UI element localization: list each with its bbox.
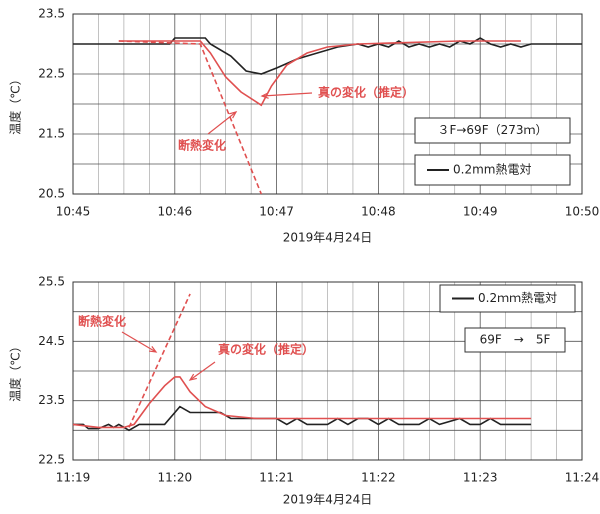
x-tick-label: 10:50: [565, 205, 600, 219]
x-tick-label: 10:49: [463, 205, 498, 219]
x-tick-label: 11:20: [158, 471, 193, 485]
y-tick-label: 25.5: [38, 275, 65, 289]
legend-label: 0.2mm熱電対: [453, 163, 531, 177]
x-tick-label: 11:22: [361, 471, 396, 485]
arrow-head: [188, 373, 197, 381]
series-label: 真の変化（推定）: [318, 85, 414, 100]
series-line: [72, 376, 532, 429]
x-tick-label: 10:48: [361, 205, 396, 219]
arrow-head: [260, 92, 269, 99]
annotation-box: [414, 117, 571, 144]
series-line: [128, 293, 191, 428]
legend-label: 0.2ｍｍ熱電対: [478, 291, 557, 305]
y-tick-label: 23.5: [38, 393, 65, 407]
x-tick-label: 11:23: [463, 471, 498, 485]
arrow: [121, 331, 157, 353]
series-label: 真の変化（推定）: [218, 342, 314, 357]
x-tick-label: 10:46: [158, 205, 193, 219]
x-tick-label: 11:19: [56, 471, 91, 485]
x-tick-label: 10:45: [56, 205, 91, 219]
plot-frame: [72, 281, 583, 461]
y-tick-label: 21.5: [38, 127, 65, 141]
x-tick-label: 11:24: [565, 471, 600, 485]
x-axis-label: 2019年4月24日: [283, 231, 372, 245]
y-tick-label: 23.5: [38, 7, 65, 21]
x-tick-label: 11:21: [259, 471, 294, 485]
arrow-head: [229, 111, 238, 119]
annotation: ３F→69F（273ｍ）: [437, 123, 547, 137]
y-axis-label: 温度（℃）: [8, 73, 23, 134]
series-line: [73, 405, 532, 432]
y-tick-label: 22.5: [38, 67, 65, 81]
y-tick-label: 20.5: [38, 187, 65, 201]
arrow: [207, 111, 237, 135]
series-label: 断熱変化: [78, 314, 126, 329]
arrow: [189, 361, 216, 381]
x-axis-label: 2019年4月24日: [283, 493, 372, 507]
series-line: [118, 40, 263, 195]
annotation: 69F → 5F: [480, 333, 551, 347]
arrow-head: [148, 346, 158, 353]
arrow: [261, 92, 313, 97]
y-tick-label: 24.5: [38, 334, 65, 348]
x-tick-label: 10:47: [259, 205, 294, 219]
plot-frame: [72, 13, 583, 195]
series-line: [118, 40, 521, 107]
y-axis-label: 温度（℃）: [8, 340, 23, 401]
series-line: [73, 37, 582, 75]
annotation-box: [464, 327, 566, 353]
y-tick-label: 22.5: [38, 453, 65, 467]
series-label: 断熱変化: [178, 138, 226, 153]
